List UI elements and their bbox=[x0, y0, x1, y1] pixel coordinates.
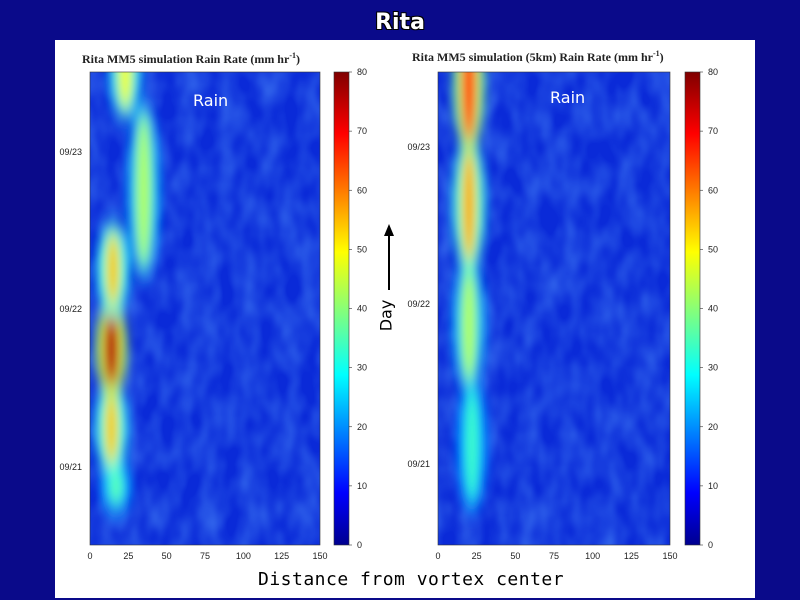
chart-right-title: Rita MM5 simulation (5km) Rain Rate (mm … bbox=[412, 49, 664, 64]
x-tick-label: 150 bbox=[312, 551, 327, 561]
colorbar-tick-label: 30 bbox=[708, 363, 718, 373]
rain-band-core bbox=[463, 268, 474, 380]
colorbar-tick-label: 60 bbox=[357, 185, 367, 195]
slide-title: Rita bbox=[375, 10, 425, 35]
x-axis-label: Distance from vortex center bbox=[258, 569, 565, 590]
colorbar-tick-label: 0 bbox=[357, 540, 362, 550]
plot-frame bbox=[89, 71, 321, 546]
x-tick-label: 125 bbox=[274, 551, 289, 561]
rain-band-group bbox=[95, 72, 160, 515]
colorbar-tick-label: 50 bbox=[708, 244, 718, 254]
rain-band-core bbox=[467, 388, 478, 500]
rain-annotation-left: Rain bbox=[193, 91, 229, 110]
y-tick-label: 09/23 bbox=[407, 142, 430, 152]
colorbar-tick-label: 70 bbox=[357, 126, 367, 136]
y-tick-label: 09/22 bbox=[407, 299, 430, 309]
x-tick-label: 50 bbox=[510, 551, 520, 561]
colorbar-tick-label: 10 bbox=[357, 481, 367, 491]
rain-band-core bbox=[106, 392, 117, 463]
colorbar-tick-label: 10 bbox=[708, 481, 718, 491]
colorbar-tick-label: 70 bbox=[708, 126, 718, 136]
rain-band-core bbox=[111, 471, 122, 503]
y-tick-label: 09/21 bbox=[59, 462, 82, 472]
rain-band-core bbox=[108, 234, 118, 305]
colorbar-tick-label: 80 bbox=[357, 67, 367, 77]
colorbar-tick-label: 20 bbox=[357, 422, 367, 432]
rain-band-core bbox=[463, 148, 474, 260]
x-tick-label: 25 bbox=[123, 551, 133, 561]
colorbar bbox=[333, 71, 350, 546]
x-tick-label: 0 bbox=[87, 551, 92, 561]
colorbar-tick-label: 50 bbox=[357, 244, 367, 254]
colorbar-tick-label: 80 bbox=[708, 67, 718, 77]
x-tick-label: 25 bbox=[472, 551, 482, 561]
chart-right: 0 25 50 75 100 125 150 09/21 09/22 09/23 0 10 20 30 40… bbox=[407, 67, 718, 561]
x-tick-label: 75 bbox=[549, 551, 559, 561]
heatmap-right bbox=[438, 72, 670, 545]
x-tick-label: 125 bbox=[624, 551, 639, 561]
heatmap-texture bbox=[90, 72, 320, 545]
chart-left: 0 25 50 75 100 125 150 09/21 09/22 09/23 0 10 20 30 40… bbox=[59, 67, 367, 561]
colorbar-tick-label: 40 bbox=[357, 304, 367, 314]
colorbar-tick-label: 0 bbox=[708, 540, 713, 550]
rain-band-core bbox=[138, 115, 149, 266]
chart-left-title: Rita MM5 simulation Rain Rate (mm hr-1) bbox=[82, 51, 300, 66]
y-tick-label: 09/23 bbox=[59, 147, 82, 157]
colorbar-tick-label: 30 bbox=[357, 363, 367, 373]
rain-band-core bbox=[120, 72, 131, 108]
rain-band-core bbox=[463, 72, 474, 140]
plot-frame bbox=[437, 71, 671, 546]
day-label: Day bbox=[376, 299, 396, 332]
colorbar-tick-label: 40 bbox=[708, 304, 718, 314]
x-tick-label: 100 bbox=[585, 551, 600, 561]
colorbar bbox=[684, 71, 701, 546]
colorbar-tick-label: 60 bbox=[708, 185, 718, 195]
y-tick-label: 09/21 bbox=[407, 459, 430, 469]
heatmap-left bbox=[90, 72, 320, 545]
rain-annotation-right: Rain bbox=[550, 88, 586, 107]
colorbar-tick-label: 20 bbox=[708, 422, 718, 432]
x-tick-label: 75 bbox=[200, 551, 210, 561]
x-tick-label: 150 bbox=[662, 551, 677, 561]
rain-band-core bbox=[106, 313, 117, 384]
x-tick-label: 0 bbox=[435, 551, 440, 561]
rain-band-group bbox=[452, 72, 489, 512]
x-tick-label: 50 bbox=[162, 551, 172, 561]
x-tick-label: 100 bbox=[236, 551, 251, 561]
y-tick-label: 09/22 bbox=[59, 304, 82, 314]
